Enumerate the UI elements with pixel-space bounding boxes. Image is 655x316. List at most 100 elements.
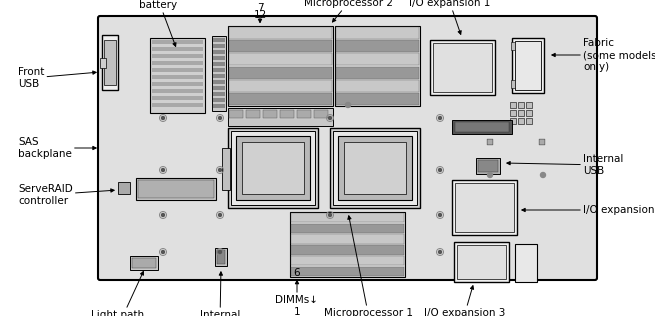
Bar (152, 103, 203, 107)
Bar (213, 50, 225, 54)
Bar (336, 80, 419, 92)
Bar (228, 108, 333, 126)
Bar (335, 26, 420, 106)
Circle shape (162, 168, 164, 172)
Bar (512, 38, 544, 93)
Text: ServeRAID
controller: ServeRAID controller (18, 184, 114, 206)
Bar (152, 47, 203, 51)
Bar (213, 56, 225, 60)
Bar (102, 35, 118, 90)
Bar (510, 118, 516, 124)
Bar (430, 40, 495, 95)
Bar (236, 136, 310, 200)
Bar (229, 67, 332, 79)
Bar (526, 118, 532, 124)
Circle shape (438, 214, 441, 216)
Bar (229, 40, 332, 52)
Bar (344, 142, 406, 194)
Bar (231, 131, 315, 205)
Bar (104, 40, 116, 85)
Bar (291, 267, 404, 276)
Bar (222, 148, 230, 190)
Bar (136, 178, 216, 200)
Bar (152, 54, 203, 58)
Bar (433, 43, 492, 92)
Bar (118, 182, 130, 194)
Circle shape (162, 251, 164, 253)
Bar (336, 40, 419, 52)
Bar (212, 36, 226, 111)
Bar (510, 110, 516, 116)
Bar (152, 82, 203, 86)
Circle shape (219, 251, 221, 253)
Bar (336, 53, 419, 65)
Bar (455, 183, 514, 232)
Bar (228, 26, 333, 106)
Bar (336, 27, 419, 39)
Bar (452, 180, 517, 235)
Circle shape (438, 168, 441, 172)
Text: CMOS
battery: CMOS battery (139, 0, 177, 46)
Bar (228, 128, 318, 208)
Bar (138, 180, 214, 198)
Text: Front
USB: Front USB (18, 67, 96, 89)
Bar (213, 86, 225, 90)
Bar (455, 122, 509, 132)
Circle shape (219, 214, 221, 216)
Bar (213, 38, 225, 42)
Bar (476, 158, 500, 174)
Bar (511, 42, 515, 50)
Text: DIMMs↓
7: DIMMs↓ 7 (238, 0, 282, 22)
Bar (457, 245, 506, 279)
Bar (229, 53, 332, 65)
Bar (213, 98, 225, 102)
Circle shape (487, 173, 493, 178)
Bar (213, 62, 225, 66)
Bar (291, 256, 404, 265)
Bar (132, 258, 156, 268)
Bar (280, 110, 294, 118)
Text: 6: 6 (293, 268, 300, 278)
Bar (229, 27, 332, 39)
Bar (518, 102, 524, 108)
Text: Fabric
(some models
only): Fabric (some models only) (552, 39, 655, 72)
Bar (290, 212, 405, 277)
Bar (217, 250, 225, 264)
Circle shape (540, 173, 546, 178)
Bar (314, 110, 328, 118)
Bar (263, 110, 277, 118)
Bar (152, 89, 203, 93)
Bar (213, 104, 225, 108)
Bar (152, 68, 203, 72)
Text: 12: 12 (253, 10, 267, 20)
Text: SAS
backplane: SAS backplane (18, 137, 96, 159)
Bar (152, 96, 203, 100)
Bar (515, 244, 537, 282)
Bar (229, 94, 332, 105)
Bar (100, 58, 106, 68)
Circle shape (438, 251, 441, 253)
Circle shape (329, 117, 331, 119)
Text: I/O expansion 2: I/O expansion 2 (522, 205, 655, 215)
Circle shape (219, 117, 221, 119)
Circle shape (162, 117, 164, 119)
Bar (330, 128, 420, 208)
Text: Microprocessor 1: Microprocessor 1 (324, 216, 413, 316)
Bar (336, 94, 419, 105)
Bar (213, 92, 225, 96)
Bar (338, 136, 412, 200)
Bar (297, 110, 311, 118)
Bar (510, 102, 516, 108)
Bar (152, 61, 203, 65)
Circle shape (438, 117, 441, 119)
Circle shape (162, 214, 164, 216)
Bar (150, 38, 205, 113)
Circle shape (329, 214, 331, 216)
Bar (336, 67, 419, 79)
Bar (333, 131, 417, 205)
Bar (246, 110, 260, 118)
Bar (518, 118, 524, 124)
FancyBboxPatch shape (98, 16, 597, 280)
Text: Internal
USB: Internal USB (507, 154, 624, 176)
Bar (291, 234, 404, 244)
